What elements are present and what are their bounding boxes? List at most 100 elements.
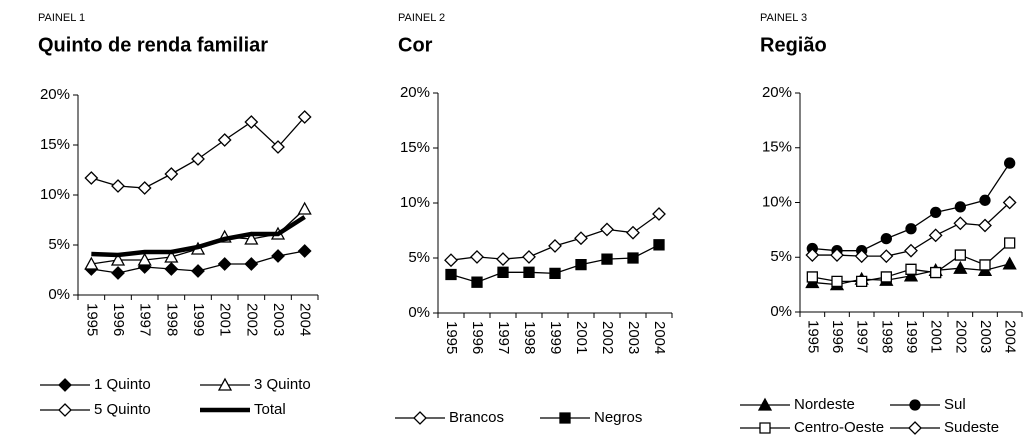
legend-label: Brancos (449, 409, 504, 426)
y-tick-label: 15% (400, 139, 430, 156)
data-point (601, 253, 613, 265)
data-point (110, 252, 126, 266)
x-tick-label: 1998 (878, 320, 895, 353)
x-tick-label: 2001 (573, 321, 590, 354)
data-point (930, 206, 942, 219)
data-point (953, 260, 968, 274)
data-point (831, 275, 843, 287)
x-tick-label: 1996 (110, 303, 127, 336)
data-point (111, 266, 125, 280)
series-line (91, 215, 306, 258)
data-point (470, 249, 484, 264)
data-point (805, 248, 820, 262)
legend-label: Sul (944, 396, 966, 413)
data-point (930, 266, 942, 279)
y-tick-label: 20% (400, 84, 430, 101)
y-tick-label: 15% (762, 139, 792, 156)
data-point (928, 228, 943, 243)
data-point (575, 258, 587, 271)
data-point (880, 232, 892, 245)
data-point (627, 252, 639, 264)
data-point (856, 275, 868, 287)
x-tick-label: 2001 (217, 303, 234, 336)
panel-title: Região (760, 34, 827, 56)
data-point (600, 222, 614, 237)
y-tick-label: 10% (762, 193, 792, 210)
x-tick-label: 1999 (190, 303, 207, 336)
data-point (497, 266, 509, 278)
data-point (444, 253, 458, 268)
x-tick-label: 1996 (829, 320, 846, 353)
x-tick-label: 1995 (804, 320, 821, 353)
x-tick-label: 1997 (137, 303, 154, 336)
data-point (574, 231, 588, 246)
y-tick-label: 20% (762, 84, 792, 101)
x-tick-label: 1998 (163, 303, 180, 336)
data-point (953, 216, 968, 231)
data-point (164, 167, 179, 181)
legend-label: 1 Quinto (94, 376, 151, 393)
data-point (523, 266, 535, 278)
data-point (244, 231, 259, 245)
data-point (471, 276, 483, 288)
data-point (297, 201, 312, 215)
y-tick-label: 10% (40, 186, 70, 203)
x-tick-label: 2003 (977, 320, 994, 353)
legend-label: 5 Quinto (94, 401, 151, 418)
data-point (217, 133, 232, 147)
x-tick-label: 1997 (495, 321, 512, 354)
legend-label: Sudeste (944, 419, 999, 436)
data-point (297, 244, 312, 258)
data-point (84, 256, 99, 270)
data-point (652, 207, 666, 221)
marker (909, 399, 921, 411)
data-point (880, 271, 892, 283)
data-point (979, 194, 991, 206)
data-point (905, 223, 917, 235)
panel-label: PAINEL 1 (38, 12, 85, 24)
data-point (191, 264, 205, 278)
data-point (854, 249, 869, 264)
data-point (84, 171, 99, 185)
data-point (217, 257, 232, 271)
x-tick-label: 1996 (469, 321, 486, 354)
y-tick-label: 0% (408, 304, 430, 321)
data-point (903, 268, 919, 282)
y-tick-label: 5% (408, 249, 430, 266)
marker (413, 411, 427, 425)
data-point (548, 238, 562, 253)
data-point (244, 257, 259, 271)
x-tick-label: 2002 (243, 303, 260, 336)
data-point (904, 243, 918, 258)
legend-label: Centro-Oeste (794, 419, 884, 436)
y-tick-label: 0% (770, 303, 792, 320)
legend-label: Nordeste (794, 396, 855, 413)
panel-title: Quinto de renda familiar (38, 34, 268, 56)
data-point (164, 249, 179, 263)
y-tick-label: 0% (48, 286, 70, 303)
legend-label: Negros (594, 409, 642, 426)
data-point (979, 259, 991, 271)
panel-label: PAINEL 2 (398, 12, 445, 24)
legend-label: Total (254, 401, 286, 418)
data-point (879, 249, 894, 264)
x-tick-label: 1995 (83, 303, 100, 336)
data-point (297, 110, 312, 124)
marker (757, 397, 773, 411)
marker (58, 378, 72, 392)
panel-title: Cor (398, 34, 433, 56)
x-tick-label: 1997 (854, 320, 871, 353)
data-point (137, 181, 152, 195)
x-tick-label: 1999 (903, 320, 920, 353)
marker (58, 403, 72, 417)
data-point (137, 252, 152, 266)
x-tick-label: 2001 (928, 320, 945, 353)
data-point (830, 248, 844, 262)
data-point (1002, 195, 1017, 210)
data-point (549, 267, 561, 280)
panel-label: PAINEL 3 (760, 12, 807, 24)
data-point (806, 271, 818, 283)
marker (559, 412, 571, 424)
data-point (1004, 157, 1016, 169)
